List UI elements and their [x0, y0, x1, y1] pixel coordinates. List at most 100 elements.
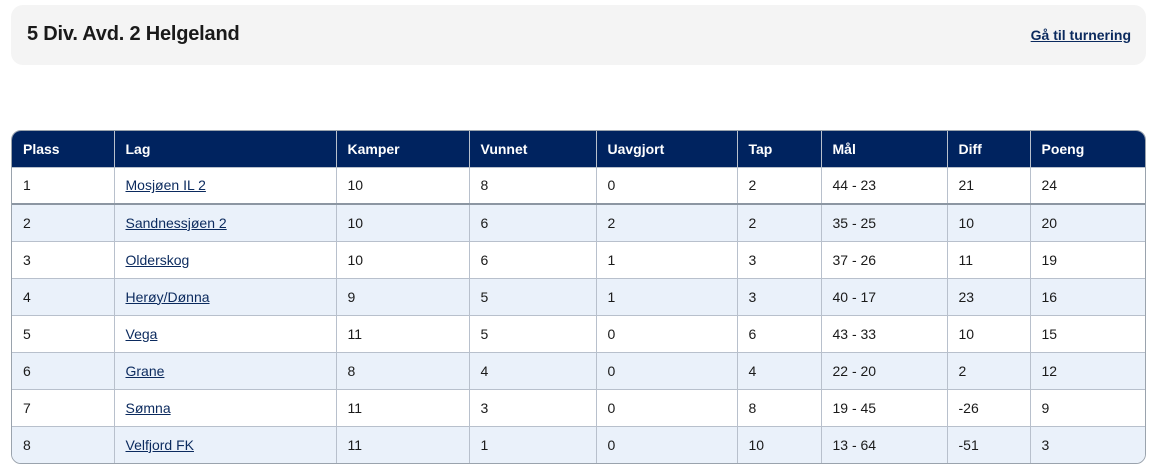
cell-diff: 23: [947, 277, 1031, 315]
cell-lag: Sandnessjøen 2: [114, 203, 337, 241]
table-row: 5 Vega 11 5 0 6 43 - 33 10 15: [12, 314, 1145, 352]
cell-kamper: 9: [336, 277, 470, 315]
team-link[interactable]: Herøy/Dønna: [125, 288, 210, 305]
table-row: 1 Mosjøen IL 2 10 8 0 2 44 - 23 21 24: [12, 166, 1145, 205]
column-header-lag[interactable]: Lag: [114, 131, 337, 167]
cell-uavgjort: 0: [596, 166, 738, 205]
cell-vunnet: 4: [469, 351, 597, 389]
table-row: 4 Herøy/Dønna 9 5 1 3 40 - 17 23 16: [12, 277, 1145, 315]
cell-vunnet: 6: [469, 203, 597, 241]
cell-lag: Mosjøen IL 2: [114, 166, 337, 205]
cell-plass: 2: [12, 203, 115, 241]
cell-maal: 35 - 25: [821, 203, 948, 241]
standings-table: Plass Lag Kamper Vunnet Uavgjort Tap Mål…: [12, 131, 1145, 463]
cell-maal: 44 - 23: [821, 166, 948, 205]
cell-maal: 43 - 33: [821, 314, 948, 352]
cell-uavgjort: 1: [596, 277, 738, 315]
cell-plass: 1: [12, 166, 115, 205]
page-title: 5 Div. Avd. 2 Helgeland: [27, 23, 240, 45]
team-link[interactable]: Velfjord FK: [125, 436, 194, 453]
table-row: 3 Olderskog 10 6 1 3 37 - 26 11 19: [12, 240, 1145, 278]
cell-uavgjort: 0: [596, 351, 738, 389]
cell-plass: 7: [12, 388, 115, 426]
cell-maal: 22 - 20: [821, 351, 948, 389]
cell-kamper: 11: [336, 314, 470, 352]
cell-tap: 2: [737, 166, 822, 205]
cell-tap: 4: [737, 351, 822, 389]
cell-plass: 5: [12, 314, 115, 352]
cell-uavgjort: 2: [596, 203, 738, 241]
cell-vunnet: 6: [469, 240, 597, 278]
cell-lag: Herøy/Dønna: [114, 277, 337, 315]
cell-poeng: 20: [1030, 203, 1145, 241]
column-header-plass[interactable]: Plass: [12, 131, 115, 167]
cell-vunnet: 5: [469, 277, 597, 315]
cell-tap: 6: [737, 314, 822, 352]
cell-diff: 10: [947, 314, 1031, 352]
team-link[interactable]: Grane: [125, 362, 165, 379]
cell-tap: 8: [737, 388, 822, 426]
column-header-tap[interactable]: Tap: [737, 131, 822, 167]
column-header-kamper[interactable]: Kamper: [336, 131, 470, 167]
cell-poeng: 16: [1030, 277, 1145, 315]
cell-poeng: 12: [1030, 351, 1145, 389]
cell-kamper: 10: [336, 203, 470, 241]
cell-tap: 3: [737, 240, 822, 278]
cell-diff: -26: [947, 388, 1031, 426]
cell-plass: 8: [12, 425, 115, 463]
cell-lag: Vega: [114, 314, 337, 352]
table-row: 8 Velfjord FK 11 1 0 10 13 - 64 -51 3: [12, 425, 1145, 463]
standings-table-container: Plass Lag Kamper Vunnet Uavgjort Tap Mål…: [11, 130, 1146, 464]
cell-vunnet: 8: [469, 166, 597, 205]
cell-lag: Grane: [114, 351, 337, 389]
cell-poeng: 24: [1030, 166, 1145, 205]
team-link[interactable]: Olderskog: [125, 251, 190, 268]
cell-lag: Olderskog: [114, 240, 337, 278]
cell-vunnet: 3: [469, 388, 597, 426]
page-header: 5 Div. Avd. 2 Helgeland Gå til turnering: [11, 5, 1146, 65]
cell-vunnet: 1: [469, 425, 597, 463]
cell-uavgjort: 1: [596, 240, 738, 278]
team-link[interactable]: Sømna: [125, 399, 171, 416]
cell-uavgjort: 0: [596, 388, 738, 426]
team-link[interactable]: Mosjøen IL 2: [125, 177, 206, 194]
column-header-uavgjort[interactable]: Uavgjort: [596, 131, 738, 167]
column-header-diff[interactable]: Diff: [947, 131, 1031, 167]
column-header-maal[interactable]: Mål: [821, 131, 948, 167]
cell-tap: 2: [737, 203, 822, 241]
go-to-tournament-link[interactable]: Gå til turnering: [1030, 27, 1131, 43]
cell-poeng: 3: [1030, 425, 1145, 463]
table-row: 6 Grane 8 4 0 4 22 - 20 2 12: [12, 351, 1145, 389]
team-link[interactable]: Sandnessjøen 2: [125, 214, 227, 231]
cell-maal: 37 - 26: [821, 240, 948, 278]
cell-maal: 13 - 64: [821, 425, 948, 463]
cell-uavgjort: 0: [596, 314, 738, 352]
cell-diff: 21: [947, 166, 1031, 205]
cell-diff: -51: [947, 425, 1031, 463]
cell-poeng: 9: [1030, 388, 1145, 426]
cell-diff: 2: [947, 351, 1031, 389]
cell-kamper: 10: [336, 240, 470, 278]
cell-vunnet: 5: [469, 314, 597, 352]
table-header-row: Plass Lag Kamper Vunnet Uavgjort Tap Mål…: [12, 131, 1145, 167]
table-row: 7 Sømna 11 3 0 8 19 - 45 -26 9: [12, 388, 1145, 426]
cell-diff: 11: [947, 240, 1031, 278]
cell-tap: 3: [737, 277, 822, 315]
team-link[interactable]: Vega: [125, 325, 158, 342]
cell-diff: 10: [947, 203, 1031, 241]
cell-poeng: 19: [1030, 240, 1145, 278]
cell-plass: 6: [12, 351, 115, 389]
column-header-vunnet[interactable]: Vunnet: [469, 131, 597, 167]
cell-plass: 3: [12, 240, 115, 278]
column-header-poeng[interactable]: Poeng: [1030, 131, 1145, 167]
cell-uavgjort: 0: [596, 425, 738, 463]
cell-kamper: 8: [336, 351, 470, 389]
cell-plass: 4: [12, 277, 115, 315]
cell-lag: Sømna: [114, 388, 337, 426]
cell-poeng: 15: [1030, 314, 1145, 352]
table-row: 2 Sandnessjøen 2 10 6 2 2 35 - 25 10 20: [12, 203, 1145, 241]
cell-kamper: 11: [336, 388, 470, 426]
cell-maal: 40 - 17: [821, 277, 948, 315]
cell-kamper: 10: [336, 166, 470, 205]
cell-lag: Velfjord FK: [114, 425, 337, 463]
